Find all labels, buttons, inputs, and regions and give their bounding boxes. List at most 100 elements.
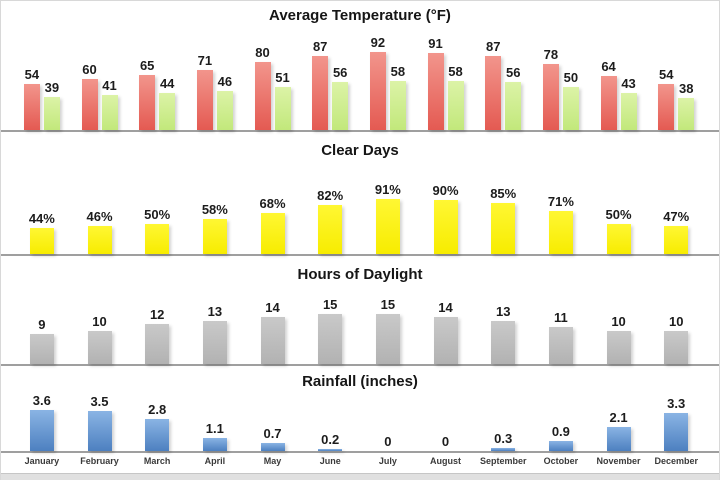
daylight-column: 10	[71, 315, 129, 364]
temperature-high-group: 71	[196, 54, 213, 130]
rainfall-rainfall-group: 0.9	[548, 424, 573, 451]
clear-days-column: 82%	[301, 189, 359, 254]
temperature-high-bar	[139, 75, 156, 130]
clear-days-clear-days-bar	[87, 226, 112, 254]
rainfall-rainfall-group: 3.6	[29, 393, 54, 451]
temperature-high-bar	[427, 53, 444, 130]
temperature-low-bar	[43, 97, 60, 130]
panel-clear-days: Clear Days 44% 46% 50% 58% 68% 82% 91% 90% 85% 71…	[1, 132, 719, 256]
temperature-high-bar	[542, 64, 559, 130]
rainfall-value-label: 3.6	[32, 393, 51, 408]
clear-days-clear-days-group: 91%	[375, 183, 401, 254]
daylight-column: 10	[590, 315, 648, 364]
temperature-high-bar	[658, 84, 675, 130]
temperature-low-group: 46	[216, 75, 233, 130]
clear-days-value-label: 85%	[490, 186, 517, 201]
clear-days-column: 46%	[71, 210, 129, 254]
month-label: July	[378, 456, 397, 466]
clear-days-clear-days-group: 82%	[317, 189, 343, 254]
rainfall-rainfall-group: 0.3	[491, 432, 516, 451]
rainfall-rainfall-group: 2.8	[145, 402, 170, 451]
clear-days-clear-days-bar	[491, 203, 516, 254]
daylight-daylight-group: 14	[260, 301, 285, 364]
temperature-column: 92 58	[359, 36, 417, 130]
rainfall-rainfall-group: 1.1	[202, 422, 227, 451]
temperature-column: 71 46	[186, 54, 244, 130]
rainfall-rainfall-group: 0.7	[260, 427, 285, 451]
month-label: March	[143, 456, 171, 466]
clear-days-column: 85%	[474, 187, 532, 254]
clear-days-plot: 44% 46% 50% 58% 68% 82% 91% 90% 85% 71% 50% 47%	[1, 160, 719, 254]
temperature-low-bar	[505, 82, 522, 130]
temperature-value-label: 39	[44, 80, 60, 95]
temperature-value-label: 64	[601, 59, 616, 74]
temperature-value-label: 60	[82, 62, 97, 77]
daylight-column: 15	[301, 298, 359, 364]
daylight-daylight-bar	[664, 331, 689, 364]
temperature-value-label: 38	[678, 81, 694, 96]
clear-days-clear-days-bar	[318, 205, 343, 254]
daylight-column: 15	[359, 298, 417, 364]
rainfall-column: 0.9	[532, 425, 590, 451]
temperature-low-group: 39	[43, 80, 60, 130]
rainfall-rainfall-bar	[145, 419, 170, 451]
temperature-low-group: 58	[447, 65, 464, 130]
month-label: April	[204, 456, 226, 466]
rainfall-rainfall-bar	[491, 448, 516, 451]
clear-days-clear-days-bar	[145, 224, 170, 254]
clear-days-clear-days-group: 50%	[606, 208, 632, 254]
temperature-low-bar	[216, 91, 233, 130]
month-label: August	[430, 456, 462, 466]
daylight-daylight-bar	[87, 331, 112, 364]
clear-days-clear-days-group: 90%	[433, 184, 459, 254]
daylight-column: 14	[417, 301, 475, 364]
rainfall-value-label: 2.8	[148, 402, 167, 417]
daylight-daylight-bar	[375, 314, 400, 364]
temperature-low-bar	[447, 81, 464, 130]
temperature-high-bar	[81, 79, 98, 130]
clear-days-value-label: 50%	[144, 207, 171, 222]
clear-days-value-label: 50%	[605, 207, 632, 222]
clear-days-value-label: 46%	[86, 209, 113, 224]
temperature-value-label: 54	[658, 67, 674, 82]
clear-days-clear-days-bar	[202, 219, 227, 254]
daylight-daylight-group: 15	[318, 298, 343, 364]
rainfall-value-label: 0.9	[551, 424, 570, 439]
daylight-daylight-group: 9	[29, 318, 54, 364]
temperature-high-group: 80	[254, 46, 271, 130]
clear-days-clear-days-group: 50%	[144, 208, 170, 254]
daylight-daylight-group: 13	[202, 305, 227, 364]
rainfall-rainfall-bar	[606, 427, 631, 451]
rainfall-value-label: 3.3	[667, 396, 686, 411]
month-label: February	[80, 456, 119, 466]
temperature-low-bar	[678, 98, 695, 130]
temperature-high-group: 65	[139, 59, 156, 130]
temperature-high-group: 78	[542, 48, 559, 130]
daylight-column: 13	[186, 305, 244, 364]
rainfall-value-label: 0.2	[321, 432, 340, 447]
temperature-low-group: 38	[678, 81, 695, 130]
clear-days-value-label: 90%	[432, 183, 459, 198]
rainfall-column: 0	[359, 435, 417, 451]
daylight-column: 10	[647, 315, 705, 364]
temperature-value-label: 92	[370, 35, 386, 50]
temperature-low-group: 44	[159, 76, 176, 130]
clear-days-clear-days-group: 71%	[548, 195, 574, 254]
clear-days-clear-days-group: 58%	[202, 203, 228, 254]
temperature-low-group: 50	[562, 71, 579, 130]
daylight-column: 9	[13, 318, 71, 364]
panel-hours-of-daylight: Hours of Daylight 9 10 12 13 14 15 15 14 13 11 10 1…	[1, 256, 719, 366]
month-label: December	[654, 456, 698, 466]
clear-days-clear-days-group: 47%	[663, 210, 689, 254]
temperature-low-group: 51	[274, 71, 291, 130]
rainfall-rainfall-bar	[87, 411, 112, 451]
rainfall-column: 0.7	[244, 427, 302, 451]
daylight-daylight-bar	[260, 317, 285, 364]
clear-days-clear-days-group: 46%	[86, 209, 113, 254]
daylight-value-label: 10	[92, 314, 107, 329]
daylight-daylight-bar	[548, 327, 573, 364]
temperature-value-label: 44	[159, 76, 175, 91]
daylight-value-label: 13	[495, 304, 511, 319]
daylight-daylight-group: 12	[145, 308, 170, 364]
hours-of-daylight-title: Hours of Daylight	[297, 266, 423, 283]
